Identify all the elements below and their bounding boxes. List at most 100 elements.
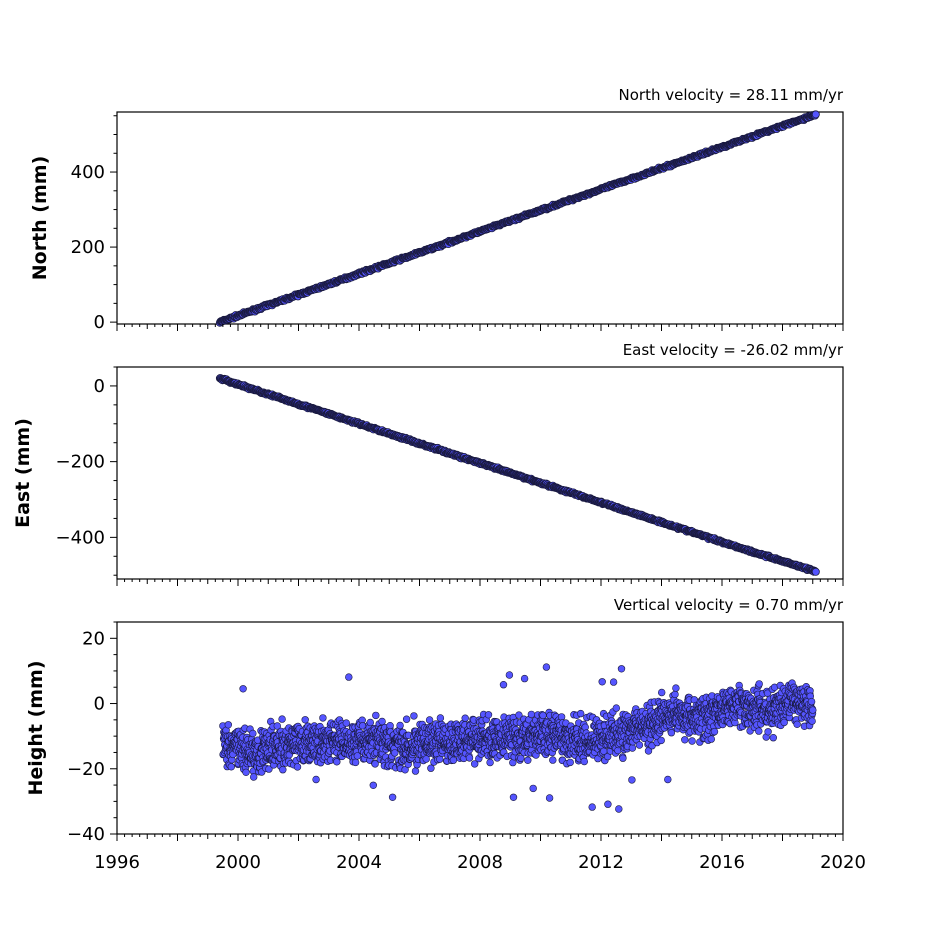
data-point xyxy=(461,714,469,722)
data-point xyxy=(239,685,247,693)
north-axes: 0 200 400 xyxy=(71,115,844,333)
data-point xyxy=(402,715,411,723)
y-tick-label: 0 xyxy=(94,376,105,397)
data-point xyxy=(617,665,626,673)
height-ylabel: Height (mm) xyxy=(25,660,47,795)
height-data-points xyxy=(219,663,817,813)
data-point xyxy=(505,671,514,679)
data-point xyxy=(369,781,377,789)
data-point xyxy=(449,756,458,764)
y-tick-label: −20 xyxy=(67,759,105,780)
east-ylabel: East (mm) xyxy=(12,418,34,528)
north-ylabel: North (mm) xyxy=(29,156,51,281)
x-tick-label: 2016 xyxy=(699,852,745,873)
x-tick-label: 2012 xyxy=(578,852,624,873)
data-point xyxy=(628,744,637,752)
data-point xyxy=(657,736,665,745)
data-point xyxy=(242,768,250,776)
east-velocity-title: East velocity = -26.02 mm/yr xyxy=(623,341,844,359)
data-point xyxy=(527,710,536,719)
north-panel: 0 200 400 North velocity = 28.11 mm/yr Nor… xyxy=(29,86,844,333)
data-point xyxy=(688,737,696,745)
x-tick-label: 2008 xyxy=(457,852,503,873)
data-point xyxy=(710,727,719,736)
data-point xyxy=(707,735,715,743)
data-point xyxy=(388,793,397,801)
data-point xyxy=(436,714,445,722)
data-point xyxy=(410,712,418,720)
data-point xyxy=(411,767,420,775)
data-point xyxy=(499,680,508,689)
data-point xyxy=(345,673,353,681)
y-tick-label: 0 xyxy=(94,694,105,715)
data-point xyxy=(545,794,554,802)
data-point xyxy=(780,718,788,727)
data-point xyxy=(278,715,286,723)
y-tick-label: 200 xyxy=(71,237,105,258)
data-point xyxy=(249,729,257,738)
data-point xyxy=(549,756,557,764)
data-point xyxy=(672,684,680,692)
data-point xyxy=(465,754,474,762)
y-tick-label: −400 xyxy=(56,527,105,548)
data-point xyxy=(509,793,518,801)
data-point xyxy=(657,688,666,697)
data-point xyxy=(588,803,596,811)
x-tick-label: 2000 xyxy=(215,852,261,873)
data-point xyxy=(807,697,816,706)
data-point xyxy=(539,711,547,720)
data-point xyxy=(425,716,434,724)
data-point xyxy=(319,714,327,722)
data-point xyxy=(809,706,817,714)
data-point xyxy=(301,716,309,724)
data-point xyxy=(250,773,258,781)
data-point xyxy=(566,758,574,767)
data-point xyxy=(520,674,529,683)
data-point xyxy=(811,110,820,119)
data-point xyxy=(378,717,386,726)
data-point xyxy=(811,567,820,576)
data-point xyxy=(609,678,618,686)
data-point xyxy=(396,721,404,730)
data-point xyxy=(484,711,493,719)
y-tick-label: 400 xyxy=(71,162,105,183)
data-point xyxy=(542,663,551,671)
data-point xyxy=(366,718,374,727)
y-tick-label: 20 xyxy=(82,628,105,649)
data-point xyxy=(604,800,612,808)
east-axes: 0 −200 −400 xyxy=(56,366,844,586)
data-point xyxy=(372,711,380,720)
y-tick-label: −200 xyxy=(56,452,105,473)
x-tick-label: 2020 xyxy=(820,852,866,873)
data-point xyxy=(529,784,537,793)
data-point xyxy=(667,728,676,737)
data-point xyxy=(769,733,777,742)
data-point xyxy=(312,775,320,784)
data-point xyxy=(427,764,435,772)
north-velocity-title: North velocity = 28.11 mm/yr xyxy=(619,86,844,104)
data-point xyxy=(580,757,588,766)
data-point xyxy=(224,721,233,729)
data-point xyxy=(598,678,606,686)
data-point xyxy=(671,690,679,699)
data-point xyxy=(227,763,236,771)
data-point xyxy=(764,728,772,736)
data-point xyxy=(279,765,287,774)
data-point xyxy=(793,720,801,728)
data-point xyxy=(808,717,816,725)
east-data-points xyxy=(215,374,820,576)
data-point xyxy=(576,709,585,718)
data-point xyxy=(635,741,644,749)
height-velocity-title: Vertical velocity = 0.70 mm/yr xyxy=(614,596,844,614)
east-panel: 0 −200 −400 East velocity = -26.02 mm/yr E… xyxy=(12,341,844,586)
data-point xyxy=(391,749,399,757)
data-point xyxy=(615,805,623,813)
north-data-points xyxy=(215,110,820,327)
data-point xyxy=(628,776,636,784)
data-point xyxy=(342,719,350,727)
data-point xyxy=(386,721,394,730)
data-point xyxy=(486,758,494,767)
data-point xyxy=(524,756,532,764)
